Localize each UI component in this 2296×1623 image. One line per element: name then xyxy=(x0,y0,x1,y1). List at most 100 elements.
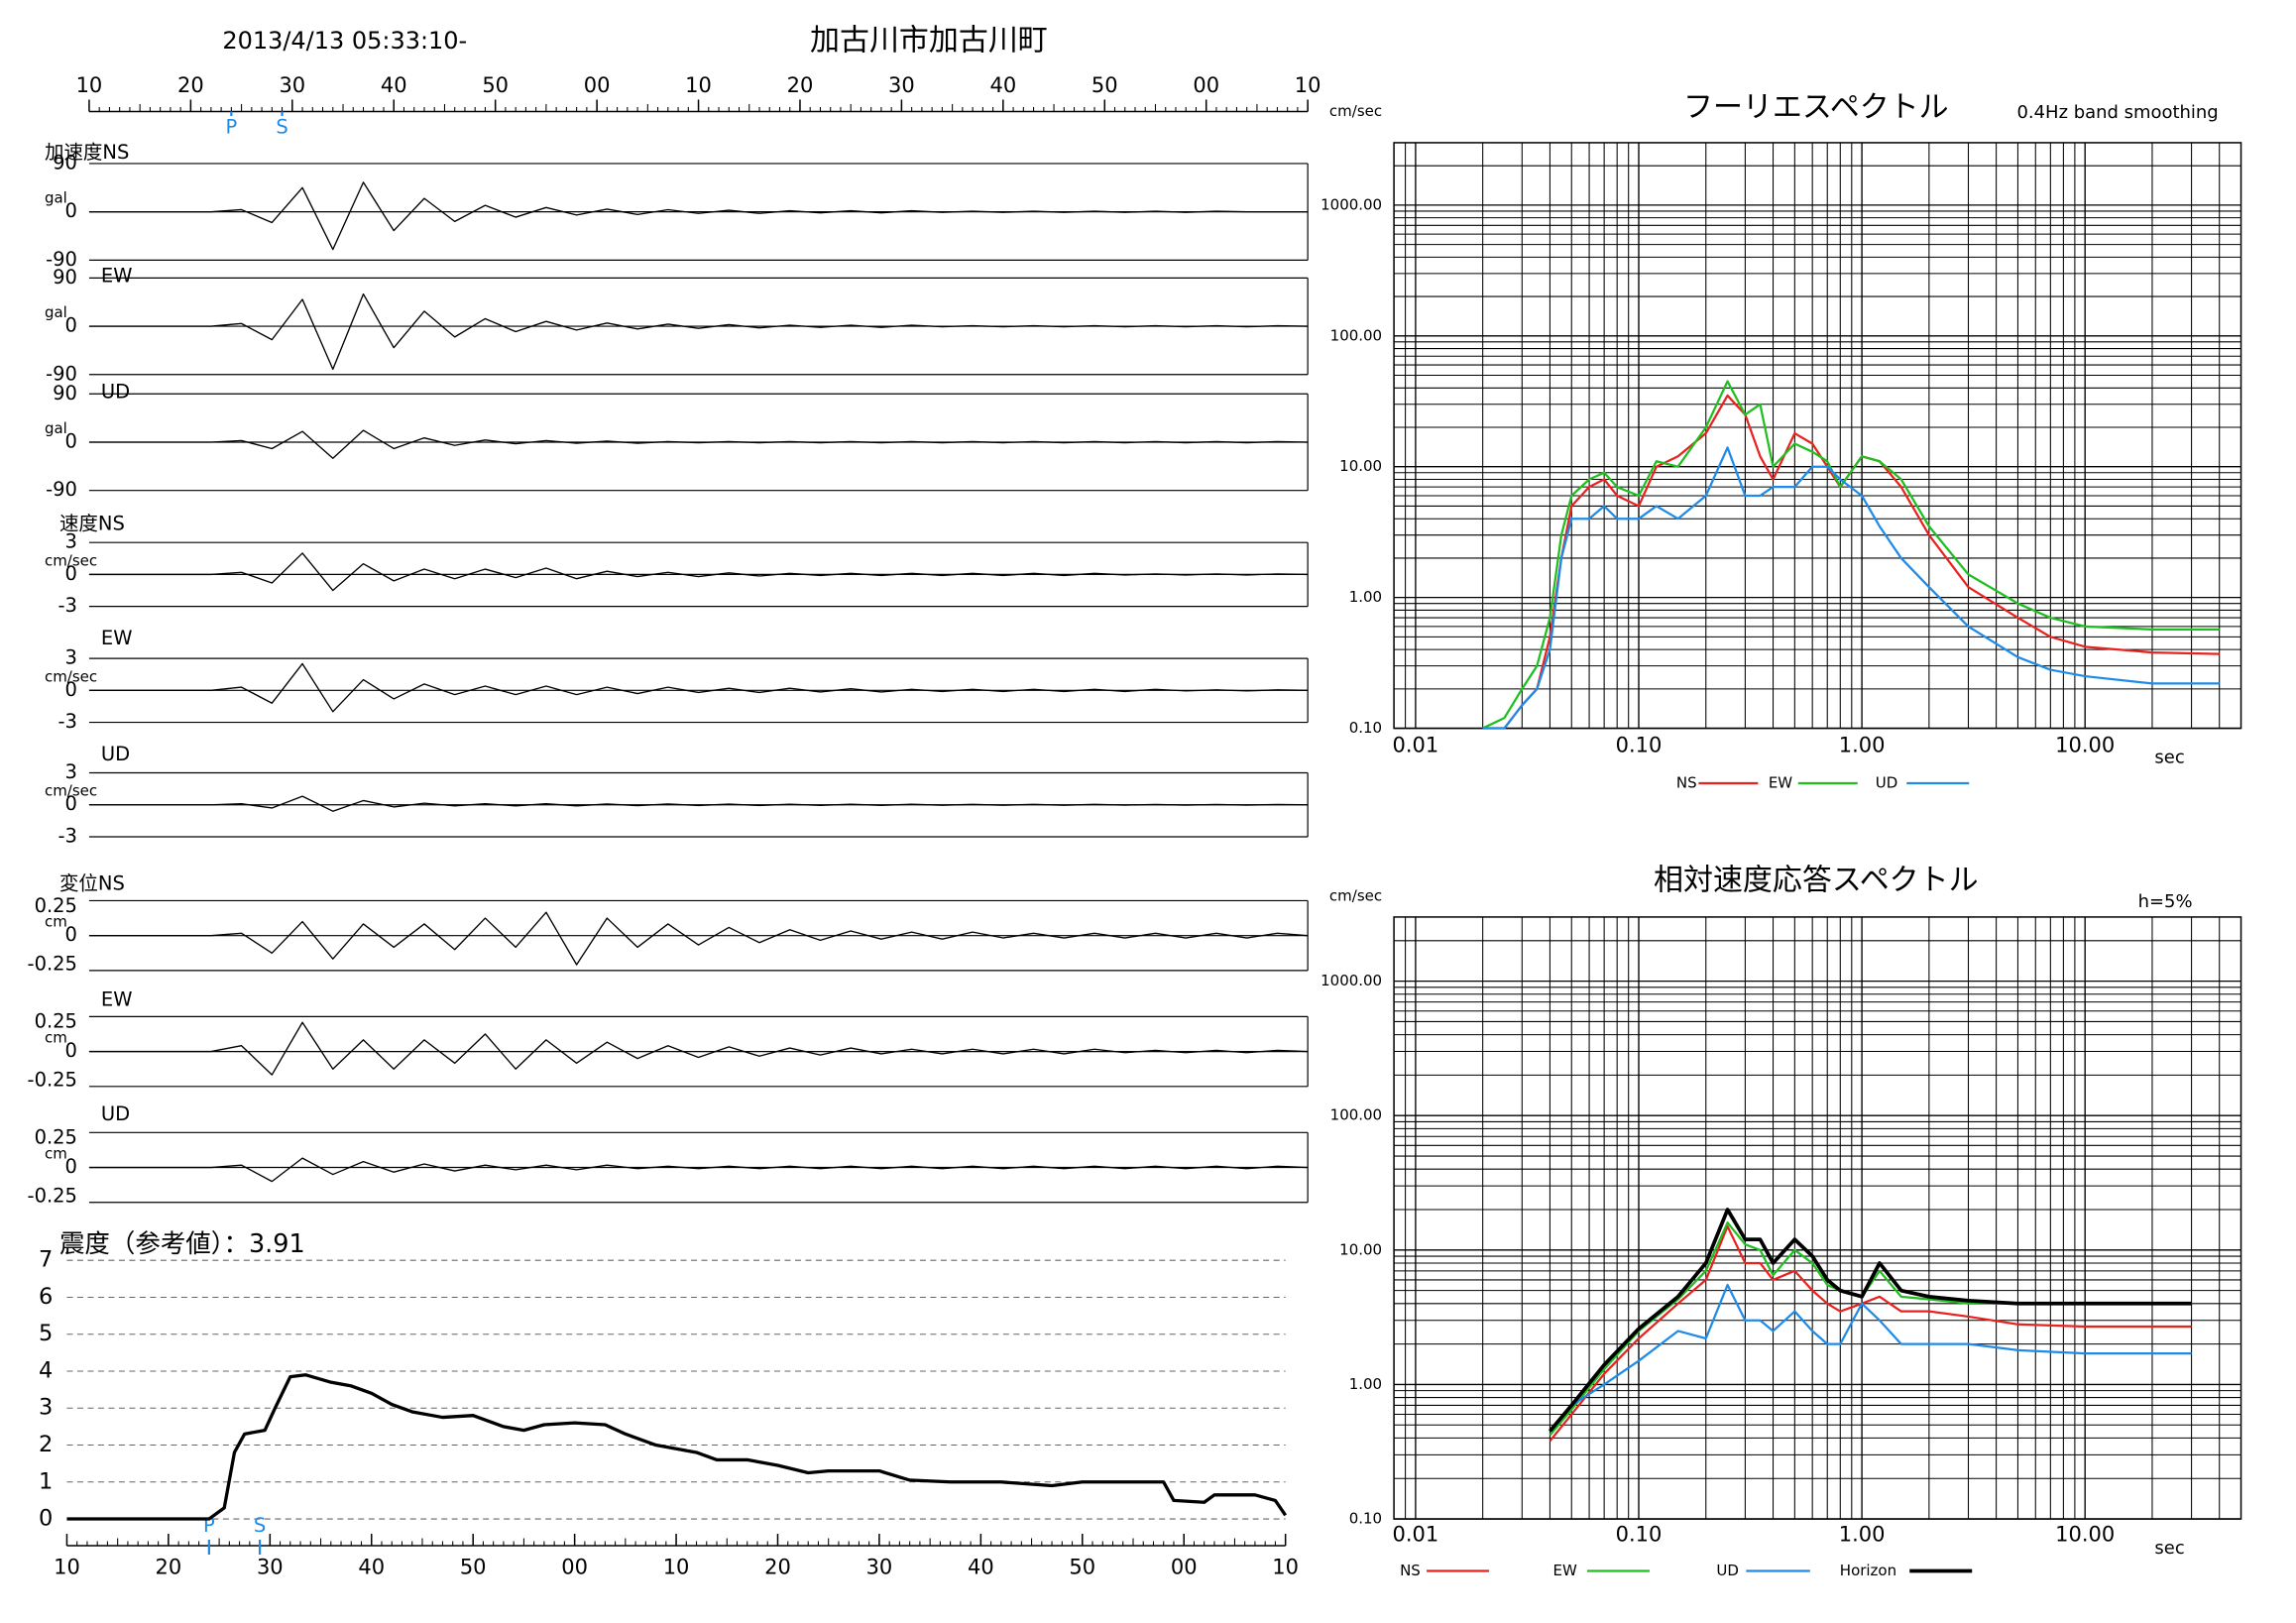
phase-label: S xyxy=(254,1514,266,1537)
y-tick-label: 10.00 xyxy=(1339,457,1382,475)
x-tick-label: 30 xyxy=(257,1556,284,1579)
data-line xyxy=(88,552,1309,592)
plot-frame xyxy=(1393,142,2242,730)
x-tick-label: 20 xyxy=(156,1556,182,1579)
data-line xyxy=(88,1157,1309,1183)
x-tick-label: 50 xyxy=(1069,1556,1095,1579)
y-tick-label: -3 xyxy=(58,594,77,617)
y-tick-label: 0.25 xyxy=(35,894,77,917)
trace-label: EW xyxy=(101,627,133,649)
data-line xyxy=(66,1373,1288,1521)
y-tick-label: 10.00 xyxy=(1339,1240,1382,1258)
x-tick-label: 00 xyxy=(561,1556,588,1579)
x-unit: sec xyxy=(2154,1538,2184,1559)
y-tick-label: 0 xyxy=(65,1155,77,1178)
data-line xyxy=(1482,380,2220,730)
trace-label: 速度NS xyxy=(59,513,125,535)
y-tick-label: 0 xyxy=(65,923,77,946)
y-tick-label: -0.25 xyxy=(28,953,77,976)
x-tick-label: 10 xyxy=(1295,73,1321,97)
trace-label: 変位NS xyxy=(59,871,125,894)
unit-label: gal xyxy=(45,303,67,321)
data-line xyxy=(1549,1221,2192,1437)
unit-label: cm/sec xyxy=(45,551,97,569)
x-tick-label: 0.01 xyxy=(1393,734,1439,757)
trace-label: UD xyxy=(101,380,130,403)
data-line xyxy=(88,181,1309,251)
y-tick-label: -0.25 xyxy=(28,1184,77,1207)
y-tick-label: 90 xyxy=(53,382,77,405)
y-tick-label: 1.00 xyxy=(1349,1375,1382,1393)
legend-label: NS xyxy=(1676,774,1697,792)
trace-label: UD xyxy=(101,743,130,765)
y-tick-label: -0.25 xyxy=(28,1068,77,1091)
y-tick-label: 0.10 xyxy=(1349,719,1382,737)
y-tick-label: 0 xyxy=(65,792,77,815)
data-line xyxy=(1548,1208,2192,1433)
x-tick-label: 30 xyxy=(866,1556,893,1579)
x-tick-label: 10 xyxy=(663,1556,690,1579)
y-tick-label: 4 xyxy=(39,1357,53,1383)
y-tick-label: -90 xyxy=(46,248,77,271)
x-tick-label: 10 xyxy=(76,73,103,97)
unit-label: cm xyxy=(45,1145,67,1163)
x-tick-label: 0.01 xyxy=(1393,1523,1439,1547)
x-tick-label: 50 xyxy=(482,73,509,97)
trace-label: UD xyxy=(101,1102,130,1125)
y-tick-label: 0 xyxy=(65,314,77,337)
legend-label: EW xyxy=(1552,1562,1576,1579)
y-tick-label: -90 xyxy=(46,478,77,501)
data-line xyxy=(1549,1283,2192,1433)
data-line xyxy=(88,292,1309,371)
y-tick-label: 3 xyxy=(65,530,77,553)
station-name: 加古川市加古川町 xyxy=(810,24,1048,58)
y-tick-label: 0.25 xyxy=(35,1010,77,1033)
y-tick-label: -3 xyxy=(58,710,77,733)
unit-label: gal xyxy=(45,189,67,207)
x-tick-label: 40 xyxy=(381,73,407,97)
y-tick-label: 1 xyxy=(39,1468,53,1494)
y-tick-label: 0 xyxy=(65,429,77,452)
chart-title: 相対速度応答スペクトル xyxy=(1654,863,1979,897)
phase-label: S xyxy=(276,115,287,138)
x-tick-label: 40 xyxy=(968,1556,994,1579)
legend-label: UD xyxy=(1716,1562,1739,1579)
x-tick-label: 1.00 xyxy=(1839,734,1886,757)
x-tick-label: 10 xyxy=(685,73,712,97)
y-tick-label: 2 xyxy=(39,1432,53,1457)
x-tick-label: 10.00 xyxy=(2055,1523,2115,1547)
y-tick-label: 100.00 xyxy=(1330,1106,1382,1124)
y-tick-label: 5 xyxy=(39,1321,53,1346)
legend-label: EW xyxy=(1769,774,1792,792)
y-tick-label: -3 xyxy=(58,824,77,847)
x-tick-label: 00 xyxy=(1193,73,1219,97)
x-tick-label: 10.00 xyxy=(2055,734,2115,757)
unit-label: cm xyxy=(45,913,67,931)
x-tick-label: 20 xyxy=(764,1556,791,1579)
y-tick-label: 7 xyxy=(39,1247,53,1273)
x-tick-label: 30 xyxy=(888,73,915,97)
trace-label: EW xyxy=(101,987,133,1010)
unit-label: cm/sec xyxy=(45,782,97,800)
y-tick-label: 6 xyxy=(39,1284,53,1310)
x-tick-label: 0.10 xyxy=(1616,1523,1663,1547)
chart-title: フーリエスペクトル xyxy=(1683,90,1949,125)
x-tick-label: 30 xyxy=(279,73,305,97)
x-tick-label: 40 xyxy=(358,1556,385,1579)
plot-frame xyxy=(1393,916,2242,1520)
y-tick-label: 0.10 xyxy=(1349,1510,1382,1528)
y-tick-label: 1000.00 xyxy=(1320,972,1382,989)
unit-label: gal xyxy=(45,419,67,437)
y-tick-label: 0 xyxy=(39,1506,53,1532)
trace-label: EW xyxy=(101,264,133,287)
x-unit: sec xyxy=(2154,748,2184,768)
y-tick-label: -90 xyxy=(46,362,77,385)
x-tick-label: 20 xyxy=(177,73,204,97)
data-line xyxy=(88,911,1309,966)
legend-label: NS xyxy=(1400,1562,1421,1579)
x-tick-label: 00 xyxy=(584,73,611,97)
y-tick-label: 0 xyxy=(65,678,77,701)
x-tick-label: 1.00 xyxy=(1839,1523,1886,1547)
phase-label: P xyxy=(225,115,237,138)
